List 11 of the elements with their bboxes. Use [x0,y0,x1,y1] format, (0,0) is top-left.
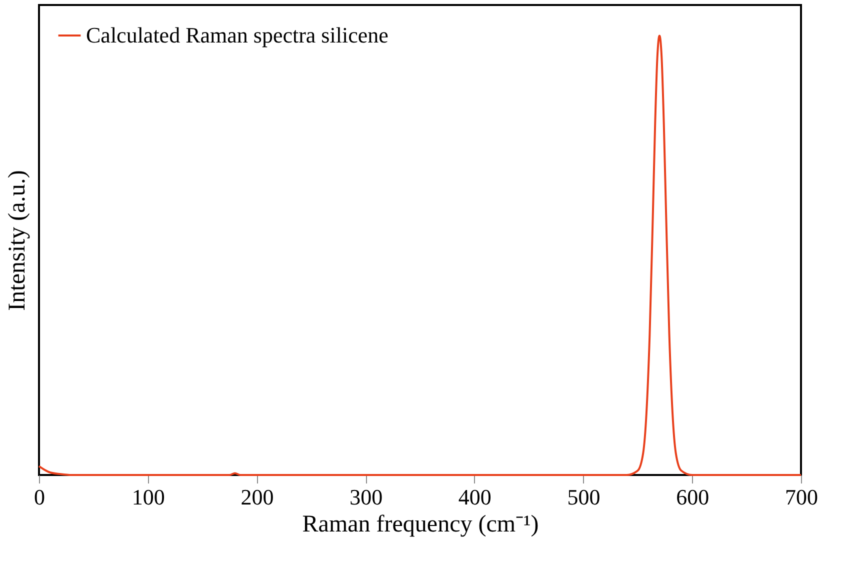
x-tick-label: 300 [350,484,383,510]
y-axis-title: Intensity (a.u.) [4,170,30,311]
x-axis-title: Raman frequency (cm⁻¹) [302,512,539,538]
x-tick-label: 700 [785,484,818,510]
x-tick-label: 100 [132,484,165,510]
legend-label: Calculated Raman spectra silicene [86,22,388,48]
x-tick-label: 600 [676,484,710,510]
x-tick-label: 500 [567,484,600,510]
x-tick-label: 0 [34,484,45,510]
x-tick-label: 200 [240,484,274,510]
x-tick-label: 400 [458,484,492,510]
